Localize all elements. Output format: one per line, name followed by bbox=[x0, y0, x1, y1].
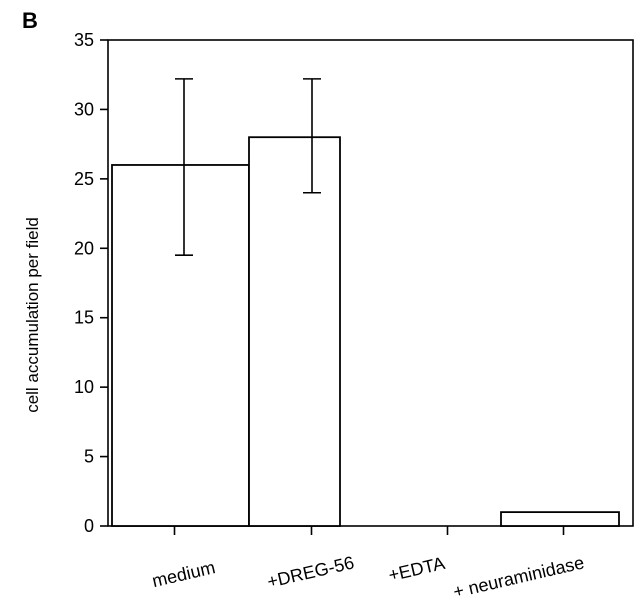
y-tick-label: 0 bbox=[84, 516, 94, 536]
y-tick-label: 20 bbox=[74, 238, 94, 258]
y-tick-label: 15 bbox=[74, 308, 94, 328]
panel-label: B bbox=[22, 8, 38, 33]
plot-frame bbox=[107, 39, 634, 527]
x-category-label: +EDTA bbox=[387, 553, 447, 585]
y-tick-label: 35 bbox=[74, 30, 94, 50]
bar-4 bbox=[500, 511, 620, 527]
bar-1 bbox=[111, 164, 250, 527]
bar-2 bbox=[248, 136, 341, 527]
y-axis-label: cell accumulation per field bbox=[23, 217, 42, 413]
x-category-label: + neuraminidase bbox=[451, 552, 586, 602]
y-tick-label: 10 bbox=[74, 377, 94, 397]
plot-area: 0 5 10 15 20 25 30 35 medium +DREG-56 +EDTA + neura… bbox=[74, 30, 634, 602]
x-category-label: medium bbox=[150, 557, 217, 591]
y-tick-label: 25 bbox=[74, 169, 94, 189]
y-tick-label: 5 bbox=[84, 447, 94, 467]
x-category-label: +DREG-56 bbox=[265, 552, 356, 591]
y-tick-label: 30 bbox=[74, 99, 94, 119]
